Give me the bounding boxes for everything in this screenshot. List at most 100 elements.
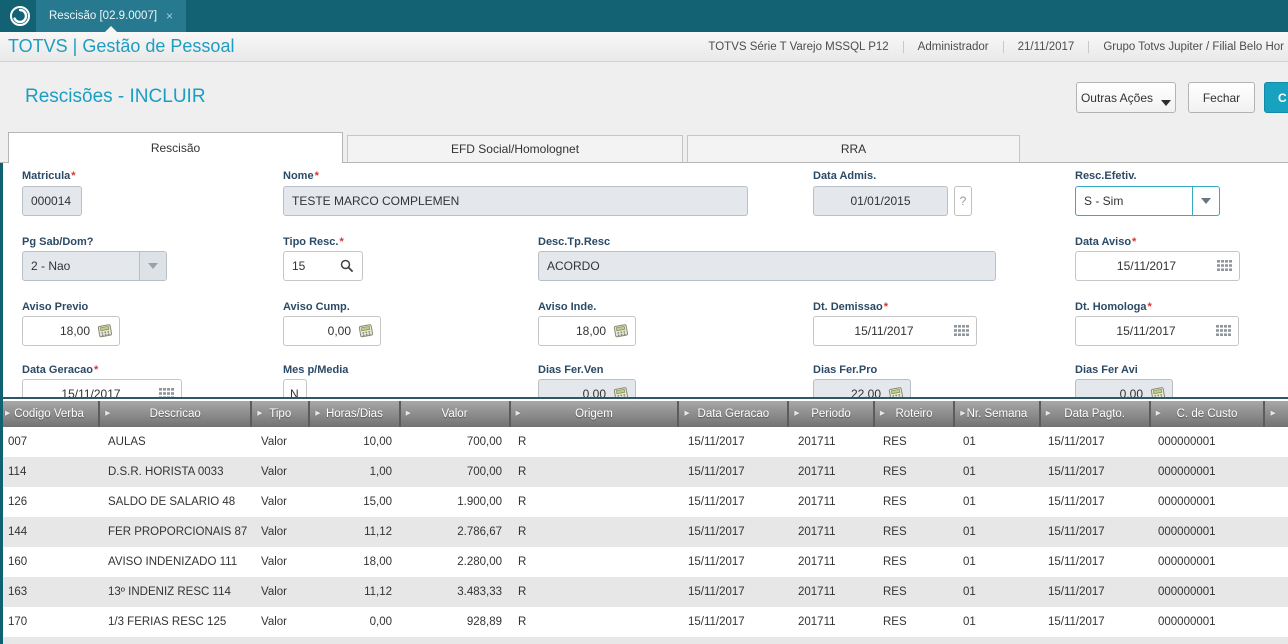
- table-cell: 126: [8, 496, 28, 508]
- active-tab-notch: [105, 26, 118, 32]
- tipo-resc-label: Tipo Resc.*: [283, 236, 344, 248]
- matricula-label: Matricula*: [22, 170, 76, 182]
- dt-homologa-field[interactable]: 15/11/2017: [1075, 316, 1239, 346]
- calculator-icon: [888, 387, 910, 401]
- nome-label: Nome*: [283, 170, 319, 182]
- column-header-data-pagto-[interactable]: ▶ Data Pagto.: [1040, 401, 1149, 427]
- column-header-periodo[interactable]: ▶ Periodo: [789, 401, 873, 427]
- tab-efd-social-homolognet[interactable]: EFD Social/Homolognet: [347, 135, 683, 163]
- tab-rra[interactable]: RRA: [687, 135, 1020, 163]
- tabs-baseline: [0, 162, 1288, 163]
- calendar-icon[interactable]: [1216, 325, 1238, 337]
- column-header-label: Data Pagto.: [1064, 408, 1125, 420]
- table-row[interactable]: 163 13º INDENIZ RESC 114 Valor 11,12 3.483,3…: [0, 577, 1288, 607]
- column-header-label: Valor: [441, 408, 468, 420]
- desc-tp-resc-field[interactable]: ACORDO: [538, 251, 996, 281]
- matricula-field[interactable]: 000014: [22, 186, 82, 216]
- table-cell: 000000001: [1158, 616, 1216, 628]
- desc-tp-resc-label: Desc.Tp.Resc: [538, 236, 611, 248]
- resc-efetiv-select[interactable]: S - Sim: [1075, 186, 1220, 216]
- table-cell: 700,00: [466, 466, 502, 478]
- column-header-nr-semana[interactable]: ▶ Nr. Semana: [955, 401, 1039, 427]
- help-button[interactable]: ?: [954, 186, 972, 216]
- chevron-down-icon: [139, 252, 166, 280]
- close-icon[interactable]: ×: [166, 9, 174, 23]
- table-cell: 201711: [798, 556, 836, 568]
- calculator-icon[interactable]: [358, 324, 380, 338]
- table-row-partial[interactable]: [0, 637, 1288, 644]
- column-header-data-geracao[interactable]: ▶ Data Geracao: [679, 401, 788, 427]
- fechar-button[interactable]: Fechar: [1188, 82, 1255, 113]
- table-cell: FER PROPORCIONAIS 87: [108, 526, 248, 538]
- table-cell: 15/11/2017: [688, 556, 745, 568]
- column-header-horas-dias[interactable]: ▶ Horas/Dias: [310, 401, 399, 427]
- dias-fer-avi-label: Dias Fer Avi: [1075, 364, 1138, 376]
- table-cell: 000000001: [1158, 466, 1216, 478]
- window-tab-title: Rescisão [02.9.0007]: [49, 10, 158, 22]
- window-titlebar: Rescisão [02.9.0007] ×: [0, 0, 1288, 32]
- data-aviso-field[interactable]: 15/11/2017: [1075, 251, 1240, 281]
- data-geracao-label: Data Geracao*: [22, 364, 99, 376]
- table-cell: 15/11/2017: [688, 496, 745, 508]
- table-row[interactable]: 170 1/3 FERIAS RESC 125 Valor 0,00 928,89 R 15…: [0, 607, 1288, 637]
- table-row[interactable]: 114 D.S.R. HORISTA 0033 Valor 1,00 700,00 R 15…: [0, 457, 1288, 487]
- table-cell: R: [518, 586, 527, 598]
- table-cell: 15/11/2017: [688, 616, 745, 628]
- table-cell: 114: [8, 466, 27, 478]
- aviso-previo-field[interactable]: 18,00: [22, 316, 120, 346]
- sort-arrow-icon: ▶: [1155, 410, 1161, 417]
- column-header-extra[interactable]: ▶: [1265, 401, 1288, 427]
- table-cell: 000000001: [1158, 436, 1216, 448]
- table-cell: 700,00: [466, 436, 502, 448]
- column-header-label: Horas/Dias: [325, 408, 383, 420]
- column-header-valor[interactable]: ▶ Valor: [400, 401, 509, 427]
- pg-sab-dom-select[interactable]: 2 - Nao: [22, 251, 167, 281]
- table-row[interactable]: 160 AVISO INDENIZADO 111 Valor 18,00 2.280,0…: [0, 547, 1288, 577]
- table-cell: 11,12: [364, 526, 392, 538]
- table-cell: 01: [963, 526, 976, 538]
- table-cell: SALDO DE SALARIO 48: [108, 496, 236, 508]
- tab-rescisao[interactable]: Rescisão: [8, 132, 343, 163]
- env-item-environment: TOTVS Série T Varejo MSSQL P12: [708, 40, 889, 53]
- table-cell: 2.786,67: [457, 526, 502, 538]
- aviso-cump-field[interactable]: 0,00: [283, 316, 381, 346]
- table-cell: 15,00: [363, 496, 392, 508]
- table-cell: 201711: [798, 586, 836, 598]
- nome-field[interactable]: TESTE MARCO COMPLEMEN: [283, 186, 748, 216]
- table-cell: 15/11/2017: [688, 526, 745, 538]
- calendar-icon[interactable]: [954, 325, 976, 337]
- table-cell: 201711: [798, 526, 836, 538]
- search-icon[interactable]: [340, 259, 362, 273]
- chevron-down-icon: [1161, 99, 1172, 106]
- column-header-codigo-verba[interactable]: ▶ Codigo Verba: [0, 401, 99, 427]
- table-cell: 201711: [798, 496, 836, 508]
- table-row[interactable]: 144 FER PROPORCIONAIS 87 Valor 11,12 2.786,6…: [0, 517, 1288, 547]
- sort-arrow-icon: ▶: [405, 410, 411, 417]
- column-header-descricao[interactable]: ▶ Descricao: [100, 401, 251, 427]
- dt-demissao-field[interactable]: 15/11/2017: [813, 316, 977, 346]
- confirm-button[interactable]: C: [1264, 82, 1288, 113]
- column-header-origem[interactable]: ▶ Origem: [510, 401, 678, 427]
- data-admis-field[interactable]: 01/01/2015: [813, 186, 948, 216]
- calculator-icon[interactable]: [613, 324, 635, 338]
- tipo-resc-field[interactable]: 15: [283, 251, 363, 281]
- table-cell: 1/3 FERIAS RESC 125: [108, 616, 227, 628]
- aviso-previo-label: Aviso Previo: [22, 301, 89, 313]
- table-cell: 3.483,33: [457, 586, 502, 598]
- window-tab[interactable]: Rescisão [02.9.0007] ×: [36, 0, 187, 32]
- table-row[interactable]: 007 AULAS Valor 10,00 700,00 R 15/11/2017 20171…: [0, 427, 1288, 457]
- column-header-c-de-custo[interactable]: ▶ C. de Custo: [1150, 401, 1264, 427]
- calendar-icon[interactable]: [1217, 260, 1239, 272]
- table-cell: 01: [963, 586, 976, 598]
- aviso-cump-label: Aviso Cump.: [283, 301, 350, 313]
- table-cell: R: [518, 616, 527, 628]
- chevron-down-icon[interactable]: [1192, 187, 1219, 215]
- table-row[interactable]: 126 SALDO DE SALARIO 48 Valor 15,00 1.900,00…: [0, 487, 1288, 517]
- other-actions-label: Outras Ações: [1080, 90, 1154, 105]
- table-cell: 15/11/2017: [1048, 466, 1105, 478]
- column-header-roteiro[interactable]: ▶ Roteiro: [874, 401, 954, 427]
- column-header-tipo[interactable]: ▶ Tipo: [252, 401, 309, 427]
- calculator-icon[interactable]: [97, 324, 119, 338]
- aviso-inde-field[interactable]: 18,00: [538, 316, 636, 346]
- other-actions-button[interactable]: Outras Ações: [1076, 82, 1176, 113]
